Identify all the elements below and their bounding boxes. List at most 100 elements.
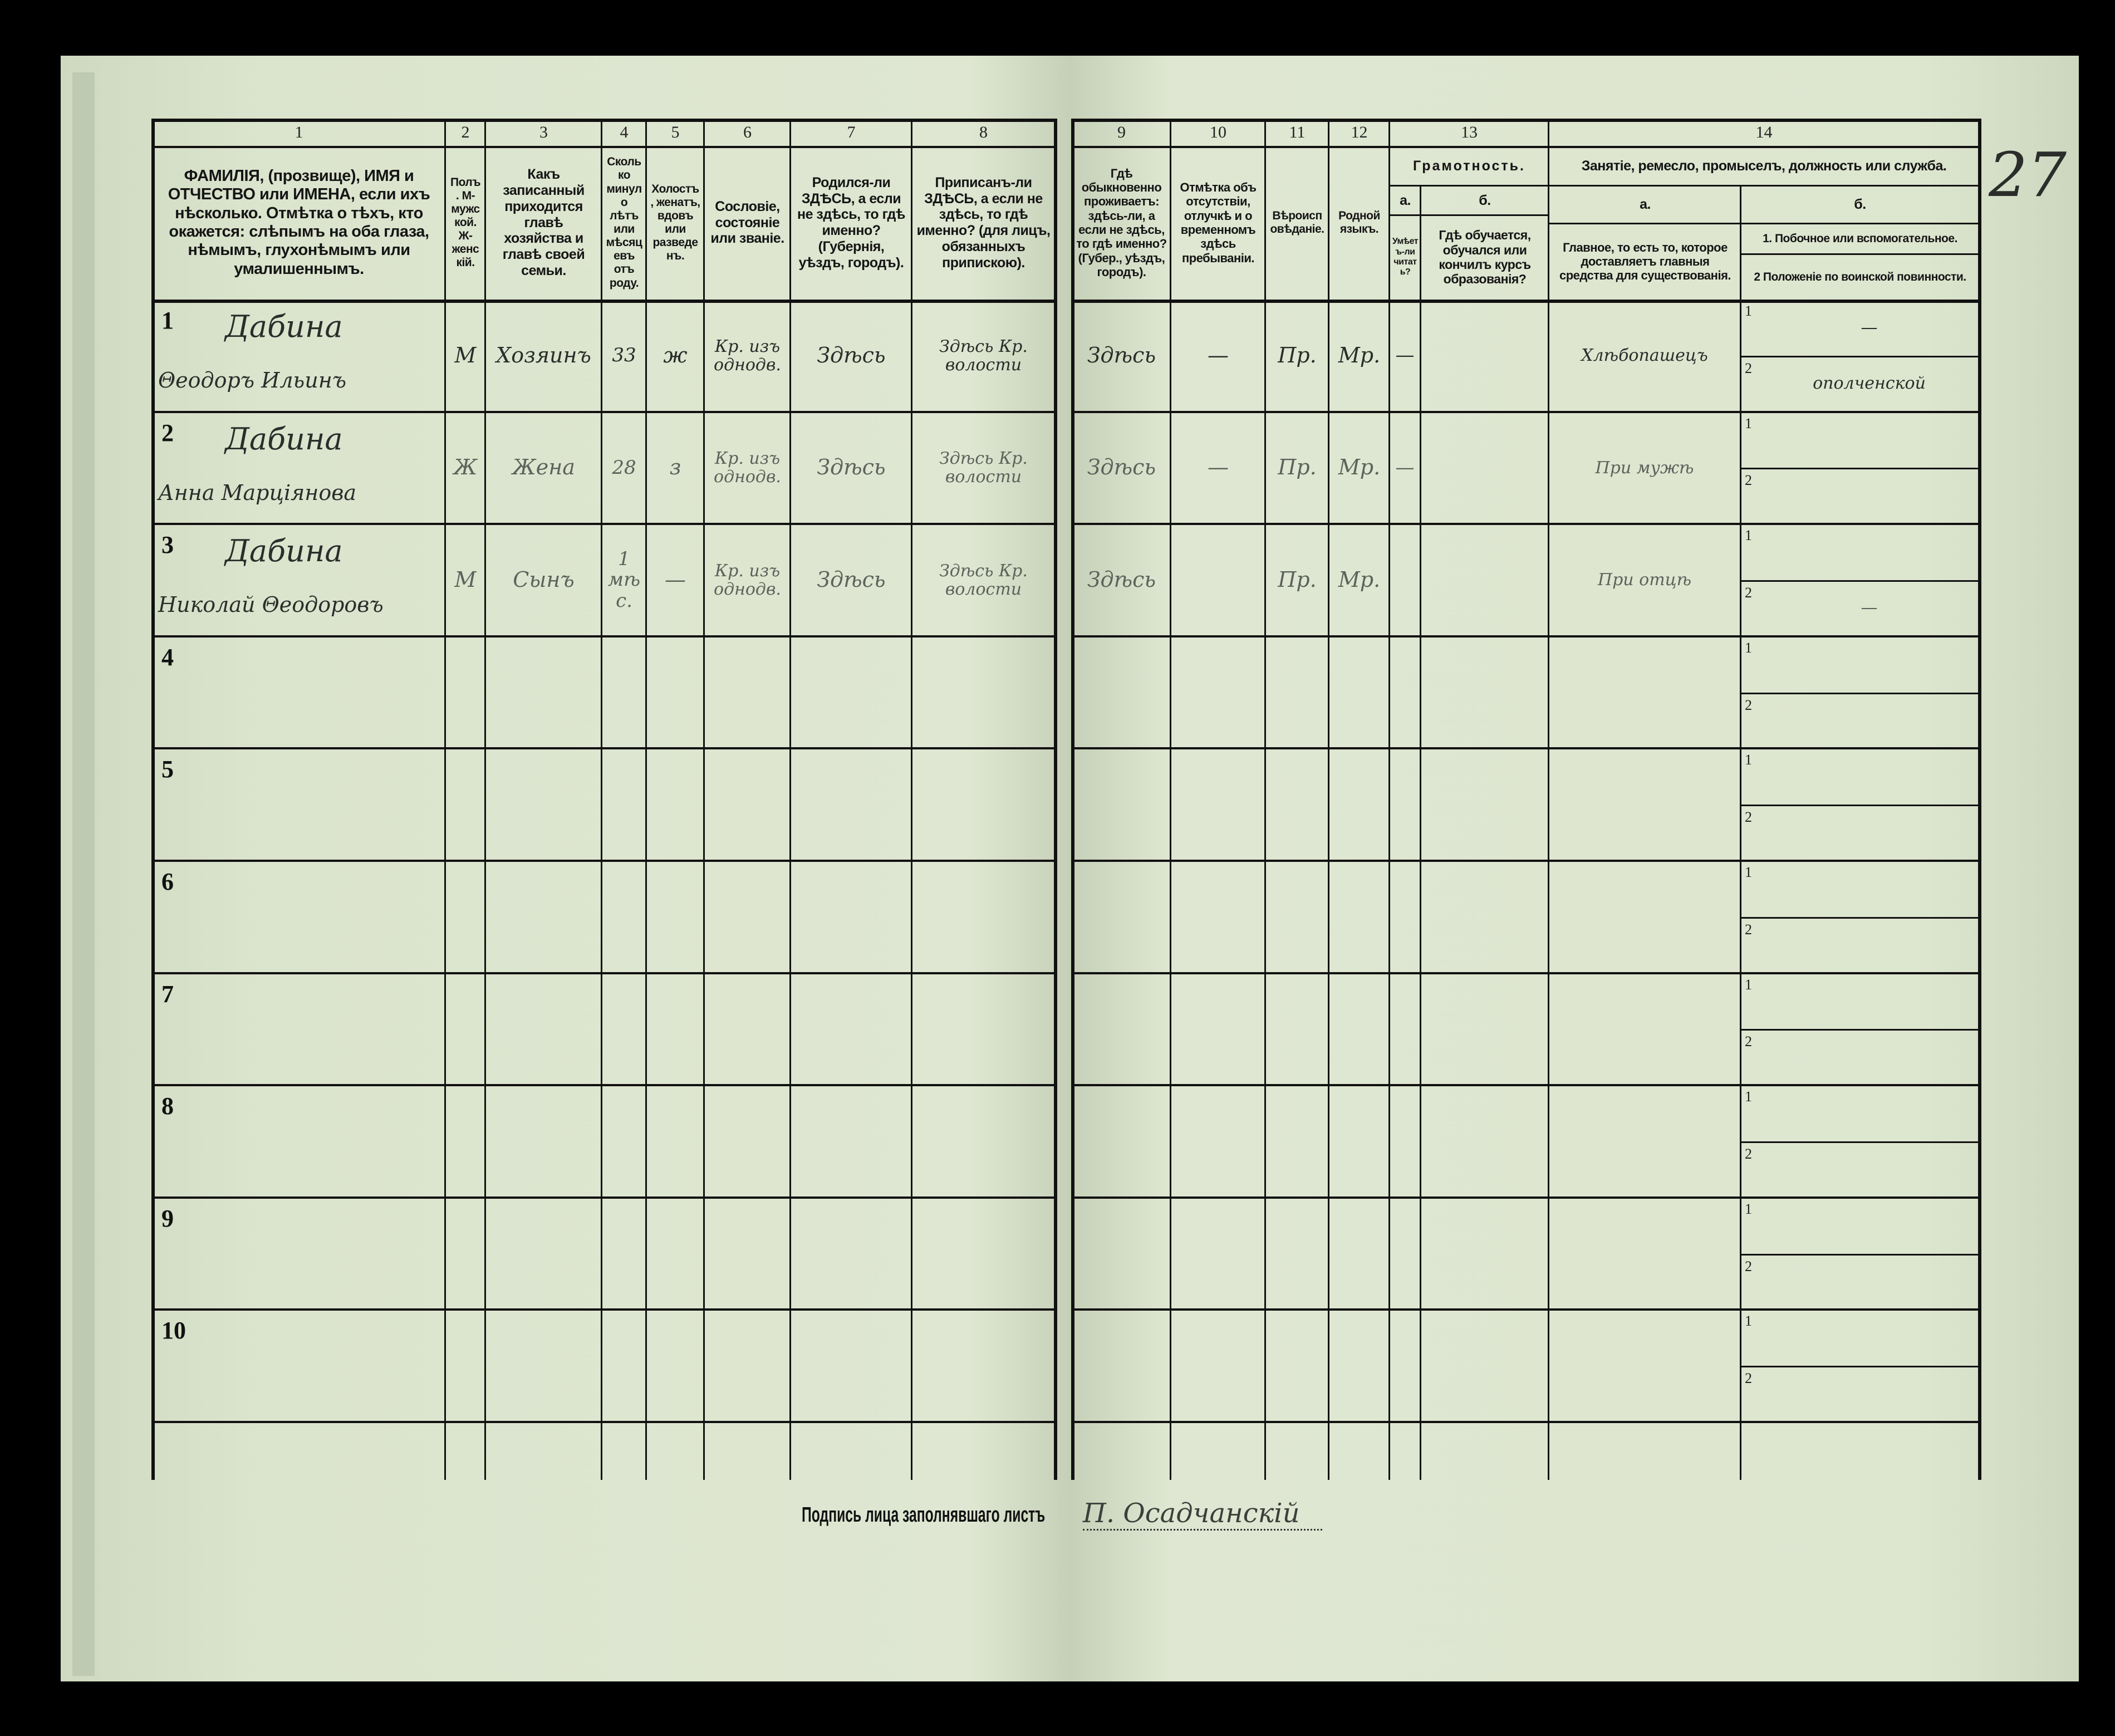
- column-divider: [789, 119, 791, 1480]
- row-split-rule: [1740, 1029, 1979, 1031]
- sub-line-1-label: 1: [1745, 864, 1752, 880]
- sub-line-2-label: 2: [1745, 360, 1752, 376]
- sub-line-2-label: 2: [1745, 472, 1752, 489]
- row-split-rule: [1740, 692, 1979, 694]
- sub-line-2-label: 2: [1745, 585, 1752, 601]
- row-rule: [153, 747, 1057, 750]
- number-row-rule: [153, 146, 1057, 148]
- column-divider: [1978, 119, 1981, 1480]
- relation-value: Сынъ: [513, 567, 575, 592]
- header-bottom-rule: [153, 300, 1057, 303]
- column-divider: [645, 119, 647, 1480]
- resides-value: Здѣсь: [1087, 342, 1156, 367]
- subcol-label-rule: [1549, 223, 1979, 224]
- given-name-patronymic: Николай Θеодоровъ: [158, 592, 384, 617]
- row-number: 1: [161, 307, 174, 334]
- literacy-read-header: Умѣетъ-ли читать?: [1392, 237, 1419, 277]
- marital-value: ж: [663, 342, 688, 367]
- born-value: Здѣсь: [817, 342, 886, 367]
- column-number: 13: [1461, 122, 1478, 141]
- column-number: 10: [1210, 122, 1226, 141]
- given-name-patronymic: Θеодоръ Ильинъ: [158, 368, 347, 393]
- column-divider: [601, 119, 602, 1480]
- column-header: Отмѣтка объ отсутствіи, отлучкѣ и о врем…: [1180, 180, 1257, 265]
- row-rule: [1072, 410, 1981, 413]
- column-divider: [1054, 119, 1057, 1480]
- subcol-b-label: б.: [1854, 196, 1866, 212]
- marital-value: —: [665, 567, 686, 592]
- language-value: Мр.: [1338, 342, 1381, 367]
- occupation-value: При мужѣ: [1595, 458, 1694, 478]
- subcol-label-rule: [1390, 214, 1549, 216]
- row-rule: [1072, 972, 1981, 974]
- sub-line-1-label: 1: [1745, 976, 1752, 993]
- surname: Дабина: [225, 533, 343, 569]
- column-number: 7: [847, 122, 856, 141]
- literacy-value: —: [1395, 456, 1415, 479]
- sub-line-2-label: 2: [1745, 1033, 1752, 1050]
- subcol-a-label: а.: [1400, 192, 1411, 208]
- row-number: 8: [161, 1092, 174, 1120]
- column-divider: [1388, 119, 1390, 1480]
- column-divider: [1170, 119, 1171, 1480]
- column-number: 6: [743, 122, 752, 141]
- secondary-value: —: [1861, 317, 1878, 337]
- column-number: 1: [295, 122, 303, 141]
- census-sheet: [61, 56, 2079, 1681]
- column-number: 4: [620, 122, 629, 141]
- absence-value: —: [1208, 455, 1229, 480]
- military-status-header: 2 Положеніе по воинской повинности.: [1754, 270, 1966, 283]
- literacy-title: Грамотность.: [1413, 158, 1525, 174]
- column-number: 8: [979, 122, 988, 141]
- registered-value: Здѣсь Кр. волости: [939, 449, 1028, 487]
- row-rule: [1072, 747, 1981, 750]
- column-divider: [703, 119, 705, 1480]
- estate-value: Кр. изъ однодв.: [714, 561, 781, 599]
- row-number: 7: [161, 980, 174, 1008]
- religion-value: Пр.: [1278, 567, 1317, 592]
- column-number: 12: [1351, 122, 1368, 141]
- absence-value: —: [1208, 342, 1229, 367]
- row-split-rule: [1740, 1366, 1979, 1368]
- row-split-rule: [1740, 468, 1979, 470]
- sub-line-2-label: 2: [1745, 809, 1752, 826]
- sub-line-1-label: 1: [1745, 527, 1752, 544]
- subcol-b-label: б.: [1479, 192, 1491, 208]
- sub-line-1-label: 1: [1745, 1313, 1752, 1330]
- language-value: Мр.: [1338, 567, 1381, 592]
- sub-line-2-label: 2: [1745, 921, 1752, 938]
- row-rule: [1072, 1084, 1981, 1087]
- column-divider: [1071, 119, 1074, 1480]
- sub-line-2-label: 2: [1745, 697, 1752, 713]
- row-rule: [153, 523, 1057, 526]
- table-top-border: [153, 119, 1057, 122]
- age-value: 28: [612, 456, 636, 479]
- page-mark: 27: [1989, 139, 2067, 210]
- row-number: 4: [161, 643, 174, 671]
- surname: Дабина: [225, 309, 343, 345]
- column-number: 5: [671, 122, 680, 141]
- row-number: 5: [161, 756, 174, 783]
- column-header: Гдѣ обыкновенно проживаетъ: здѣсь-ли, а …: [1076, 166, 1167, 279]
- age-value: 33: [612, 344, 636, 367]
- row-split-rule: [1740, 580, 1979, 582]
- signature-label: Подпись лица заполнявшаго листъ: [802, 1503, 1046, 1527]
- religion-value: Пр.: [1278, 455, 1317, 480]
- row-rule: [1072, 1308, 1981, 1311]
- military-value: —: [1861, 597, 1878, 617]
- sub-line-1-label: 1: [1745, 415, 1752, 431]
- column-divider: [444, 119, 446, 1480]
- row-split-rule: [1740, 1141, 1979, 1143]
- signature: П. Осадчанскій: [1083, 1498, 1322, 1531]
- born-value: Здѣсь: [817, 455, 886, 480]
- sub-line-1-label: 1: [1745, 639, 1752, 656]
- row-rule: [153, 860, 1057, 862]
- column-divider: [1548, 119, 1549, 1480]
- column-number: 2: [461, 122, 470, 141]
- registered-value: Здѣсь Кр. волости: [939, 561, 1028, 599]
- occupation-secondary-header: 1. Побочное или вспомогательное.: [1763, 232, 1957, 245]
- row-number: 2: [161, 419, 174, 447]
- row-split-rule: [1740, 355, 1979, 357]
- estate-value: Кр. изъ однодв.: [714, 449, 781, 487]
- sex-value: М: [454, 342, 477, 367]
